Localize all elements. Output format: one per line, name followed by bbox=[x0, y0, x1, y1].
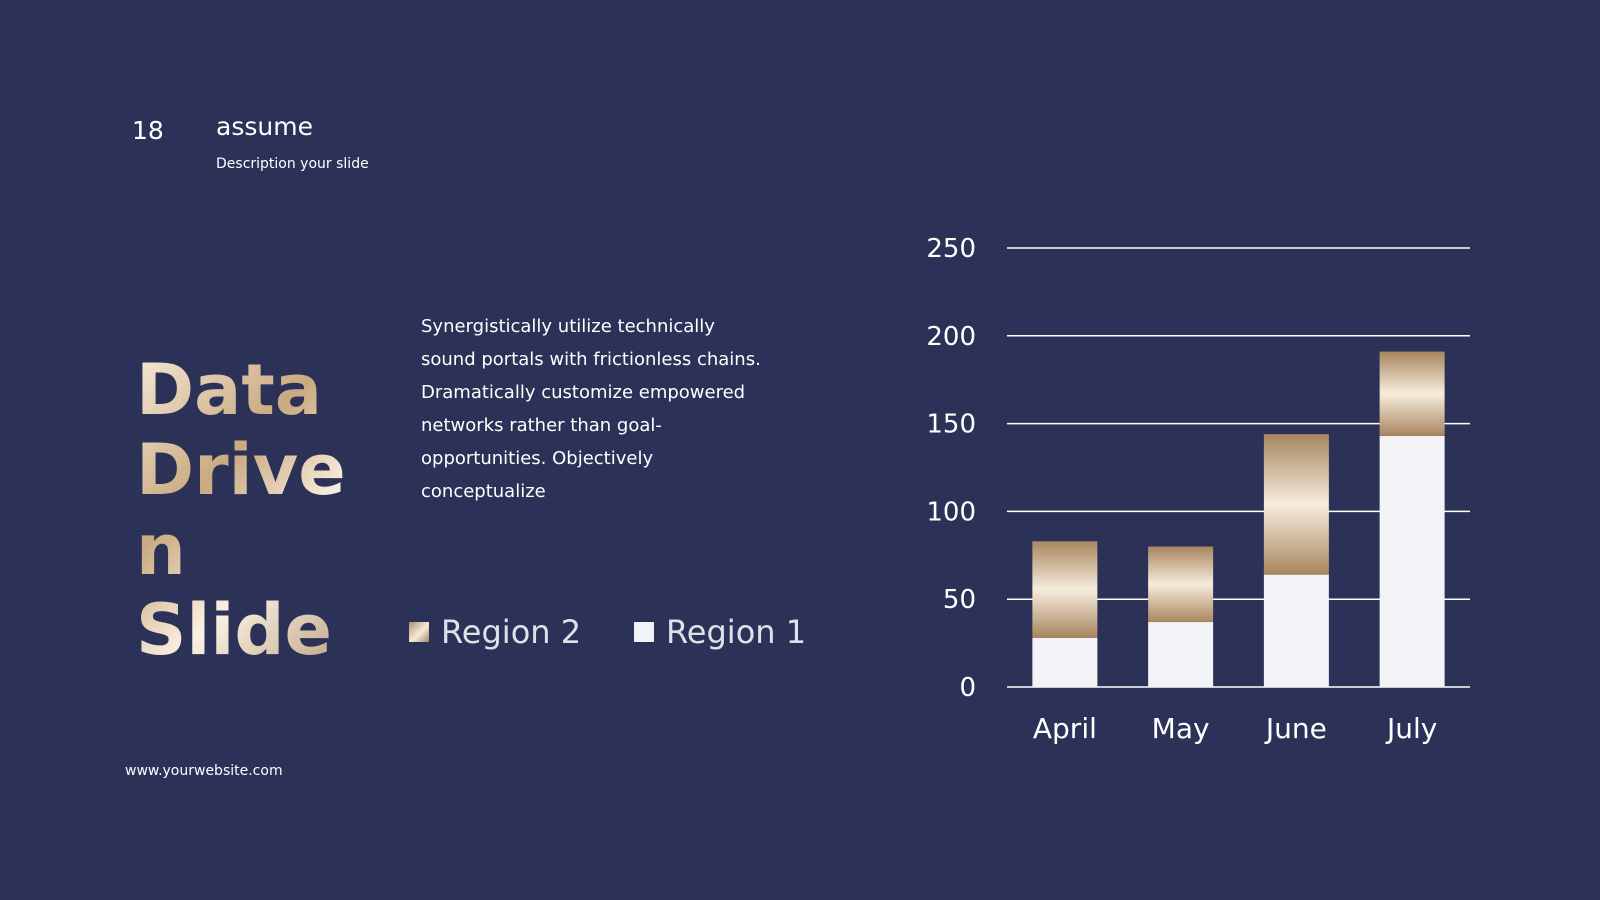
bar-region-2 bbox=[1379, 351, 1445, 436]
x-tick-label: April bbox=[1033, 712, 1097, 745]
y-tick-label: 0 bbox=[959, 673, 976, 703]
bar-region-1 bbox=[1263, 574, 1329, 687]
x-tick-label: June bbox=[1264, 712, 1327, 745]
slide-heading: assume bbox=[216, 112, 313, 141]
y-tick-label: 250 bbox=[926, 234, 976, 264]
bar-region-1 bbox=[1379, 435, 1445, 687]
bar-region-1 bbox=[1032, 637, 1098, 687]
y-tick-label: 150 bbox=[926, 410, 976, 440]
footer-url: www.yourwebsite.com bbox=[125, 763, 283, 779]
x-tick-label: July bbox=[1385, 712, 1437, 745]
y-tick-label: 200 bbox=[926, 322, 976, 352]
bar-region-1 bbox=[1148, 622, 1214, 687]
bar-region-2 bbox=[1032, 541, 1098, 638]
white-square-icon bbox=[634, 622, 654, 642]
body-text: Synergistically utilize technically soun… bbox=[421, 316, 761, 502]
slide-number: 18 bbox=[132, 116, 164, 145]
x-tick-label: May bbox=[1152, 712, 1210, 745]
legend-item-region-2: Region 2 bbox=[409, 612, 581, 652]
y-tick-label: 100 bbox=[926, 497, 976, 527]
legend-label: Region 1 bbox=[666, 613, 807, 651]
legend-label: Region 2 bbox=[441, 613, 582, 651]
bar-region-2 bbox=[1263, 434, 1329, 575]
bar-region-2 bbox=[1148, 546, 1214, 623]
y-tick-label: 50 bbox=[943, 585, 976, 615]
gold-square-icon bbox=[409, 622, 429, 642]
legend-item-region-1: Region 1 bbox=[634, 612, 806, 652]
slide-description: Description your slide bbox=[216, 156, 369, 172]
